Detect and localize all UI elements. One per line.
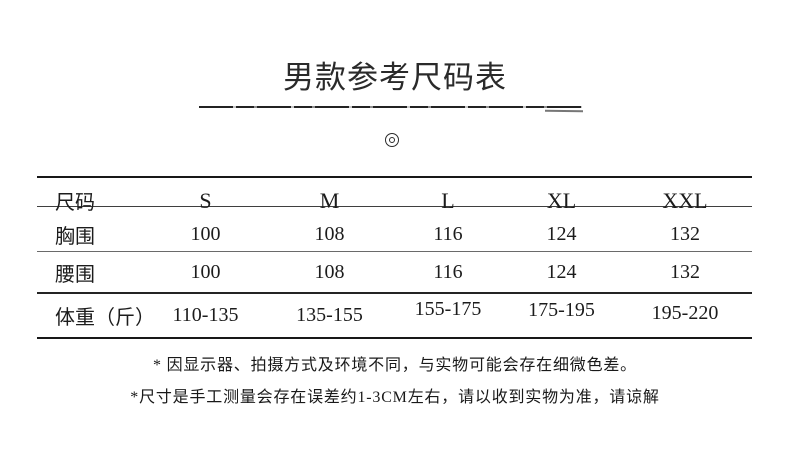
header-size-cell: XXL [662,187,708,213]
row-label: 胸围 [55,226,95,248]
table-row-chest: 胸围 100 108 116 124 132 [37,207,752,252]
value-cell: 124 [546,223,577,245]
value-cell: 132 [670,260,700,283]
value-cell: 100 [190,223,221,245]
page-title: 男款参考尺码表 [283,60,507,95]
header-size-cell: L [441,187,455,213]
header-size-cell: XL [546,187,577,213]
value-cell: 116 [433,223,463,245]
header-label-cell: 尺码 [55,192,95,214]
ring-ornament-core [389,137,395,143]
table-row-waist: 腰围 100 108 116 124 132 [37,252,752,294]
value-cell: 135-155 [296,304,363,326]
header-size-cell: M [319,187,340,213]
value-cell: 124 [546,260,577,283]
value-cell: 155-175 [414,298,482,320]
note-measurement-tolerance: *尺寸是手工测量会存在误差约1-3CM左右，请以收到实物为准，请谅解 [130,389,660,406]
note-color-difference: * 因显示器、拍摄方式及环境不同，与实物可能会存在细微色差。 [152,357,637,374]
size-table: 尺码 S M L XL XXL 胸围 100 108 116 124 132 腰围 100 108 116 1… [37,176,752,339]
value-cell: 132 [670,223,700,245]
value-cell: 108 [314,260,345,283]
value-cell: 175-195 [528,299,595,321]
value-cell: 195-220 [651,302,719,324]
table-row-weight: 体重（斤） 110-135 135-155 155-175 175-195 195-220 [37,294,752,337]
size-table-header: 尺码 S M L XL XXL [37,178,752,214]
row-label: 腰围 [55,263,95,286]
row-label: 体重（斤） [55,307,155,329]
value-cell: 100 [190,260,221,283]
value-cell: 116 [433,260,463,283]
title-underline [199,106,582,108]
title-underline-dash [544,109,584,113]
disclaimer-notes: * 因显示器、拍摄方式及环境不同，与实物可能会存在细微色差。 *尺寸是手工测量会… [0,350,790,414]
value-cell: 108 [314,223,345,245]
header-size-cell: S [199,187,212,213]
ring-ornament-icon [385,133,399,147]
value-cell: 110-135 [172,304,239,326]
